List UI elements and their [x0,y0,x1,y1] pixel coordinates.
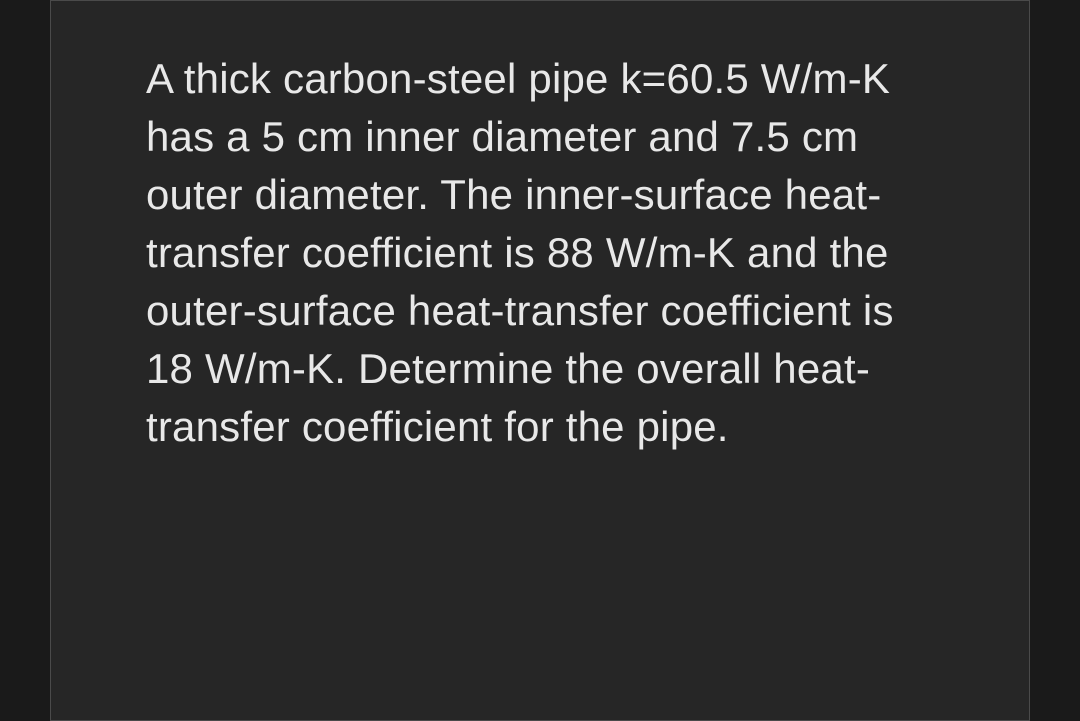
problem-statement: A thick carbon-steel pipe k=60.5 W/m-K h… [146,50,934,456]
card-content: A thick carbon-steel pipe k=60.5 W/m-K h… [51,0,1029,496]
page-container: A thick carbon-steel pipe k=60.5 W/m-K h… [0,0,1080,721]
problem-card: A thick carbon-steel pipe k=60.5 W/m-K h… [50,0,1030,721]
card-divider [51,0,1029,1]
